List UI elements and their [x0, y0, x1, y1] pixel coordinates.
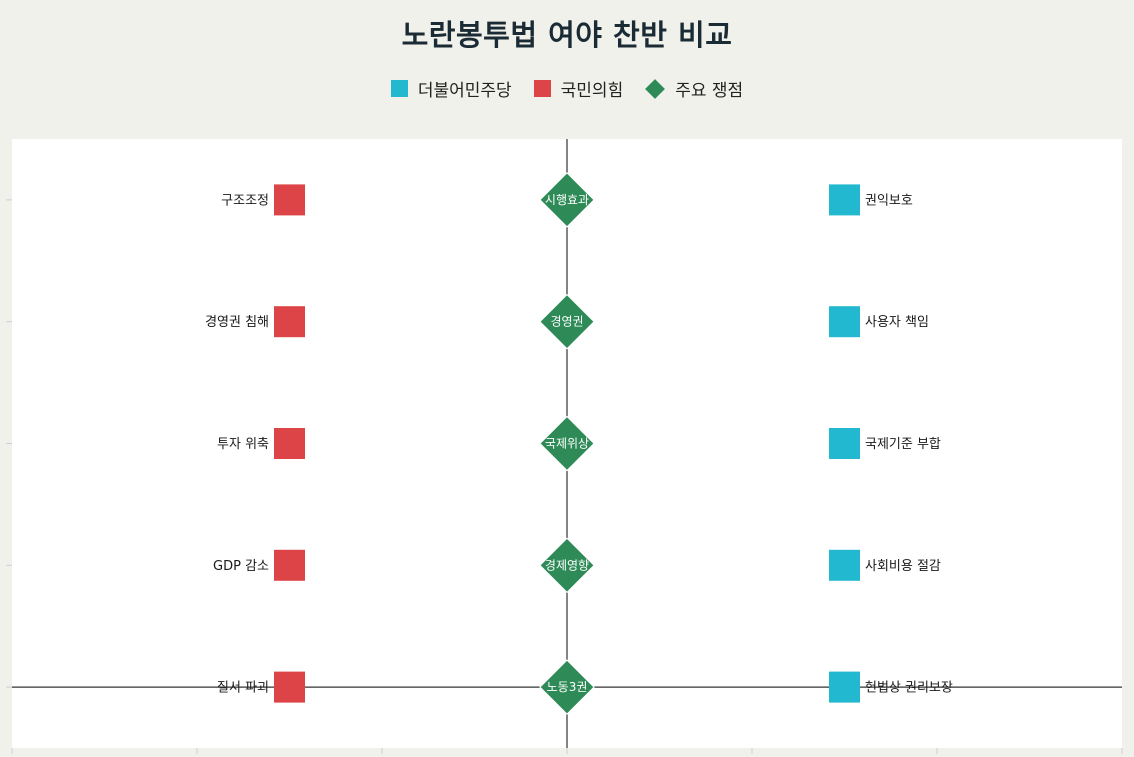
marker-square-democratic [829, 549, 860, 581]
issue-label: 시행효과 [545, 192, 589, 207]
point-label: 헌법상 권리보장 [865, 681, 953, 696]
point-label: GDP 감소 [213, 559, 269, 574]
marker-diamond-issue [539, 293, 595, 350]
point-label: 국제기준 부합 [865, 437, 941, 452]
issue-label: 경제영향 [545, 558, 589, 572]
point-label: 권익보호 [865, 193, 913, 208]
legend-label-democratic: 더불어민주당 [417, 81, 512, 101]
marker-square-ppp [274, 671, 305, 703]
legend-label-ppp: 국민의힘 [560, 81, 624, 101]
point-label: 경영권 침해 [205, 315, 269, 330]
marker-diamond-issue [539, 537, 595, 594]
chart-legend: 더불어민주당 국민의힘 주요 쟁점 [0, 76, 1134, 101]
point-label: 사용자 책임 [865, 315, 929, 330]
marker-square-ppp [274, 549, 305, 581]
point-label: 구조조정 [221, 193, 269, 208]
marker-square-democratic [829, 428, 860, 459]
legend-label-issue: 주요 쟁점 [675, 81, 744, 101]
marker-square-ppp [274, 184, 305, 216]
marker-square-democratic [829, 671, 860, 703]
marker-square-ppp [274, 306, 305, 338]
legend-swatch-democratic [390, 80, 408, 97]
point-label: 사회비용 절감 [865, 559, 941, 574]
legend-item-democratic[interactable]: 더불어민주당 [390, 76, 512, 101]
marker-diamond-issue [539, 172, 595, 228]
issue-label: 경영권 [550, 315, 583, 329]
issue-label: 노동3권 [547, 680, 588, 694]
marker-square-democratic [829, 184, 860, 216]
marker-square-democratic [829, 306, 860, 338]
marker-square-ppp [274, 428, 305, 459]
point-label: 투자 위축 [217, 437, 269, 452]
legend-item-ppp[interactable]: 국민의힘 [533, 76, 624, 101]
legend-swatch-ppp [533, 80, 551, 97]
legend-item-issue[interactable]: 주요 쟁점 [645, 76, 743, 101]
issue-label: 국제위상 [545, 437, 589, 451]
chart-title: 노란봉투법 여야 찬반 비교 [401, 18, 733, 52]
marker-diamond-issue [539, 415, 595, 472]
marker-diamond-issue [539, 659, 595, 715]
point-label: 질서 파괴 [217, 681, 269, 696]
